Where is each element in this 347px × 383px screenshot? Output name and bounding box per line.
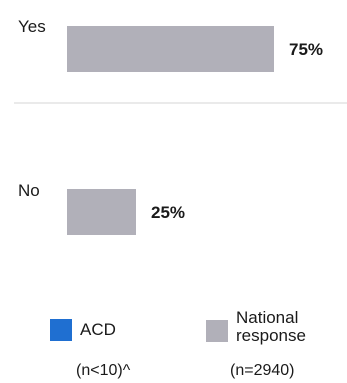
data-label-no: 25%: [151, 203, 185, 222]
data-label-yes: 75%: [289, 40, 323, 59]
bar-national-yes: [67, 26, 274, 72]
bar-national-no: [67, 189, 136, 235]
category-label-yes: Yes: [18, 17, 46, 36]
category-label-no: No: [18, 181, 40, 200]
